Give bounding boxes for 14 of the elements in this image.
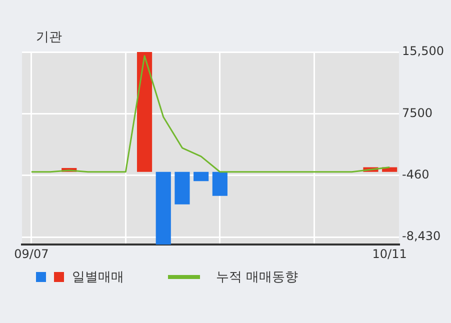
bar	[174, 172, 190, 204]
legend-label: 누적 매매동향	[216, 269, 298, 286]
y-tick-label: 15,500	[402, 44, 444, 58]
x-tick-label: 10/11	[372, 246, 407, 261]
legend-label: 일별매매	[72, 269, 124, 286]
y-tick-label: -8,430	[402, 229, 441, 244]
y-tick-label: 7500	[402, 106, 433, 120]
x-tick-label: 09/07	[14, 246, 49, 261]
bar	[156, 172, 171, 245]
y-tick-label: -460	[402, 168, 430, 182]
bar	[194, 172, 209, 182]
bar	[212, 172, 228, 196]
chart-title: 기관	[36, 29, 62, 46]
bar	[136, 52, 152, 172]
